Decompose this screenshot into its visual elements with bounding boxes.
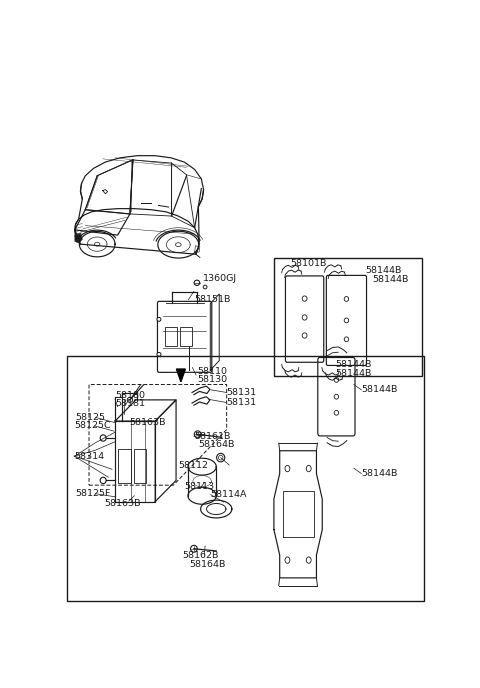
- Text: 58164B: 58164B: [198, 440, 235, 449]
- Text: 58162B: 58162B: [183, 550, 219, 559]
- Text: 58131: 58131: [227, 398, 257, 407]
- Text: 58144B: 58144B: [365, 266, 401, 275]
- Ellipse shape: [157, 317, 161, 321]
- Bar: [165, 327, 177, 346]
- Bar: [180, 327, 192, 346]
- Text: 58314: 58314: [74, 451, 104, 460]
- Ellipse shape: [191, 546, 197, 552]
- Text: 58112: 58112: [178, 460, 208, 469]
- Ellipse shape: [216, 453, 225, 462]
- Text: 58164B: 58164B: [190, 560, 226, 569]
- Text: 58114A: 58114A: [211, 491, 247, 499]
- Text: 58144B: 58144B: [335, 369, 372, 378]
- Text: 58125C: 58125C: [74, 421, 111, 431]
- Text: 58130: 58130: [197, 375, 227, 384]
- Text: 58125F: 58125F: [76, 489, 111, 498]
- Text: 58113: 58113: [185, 482, 215, 491]
- Text: 58180: 58180: [115, 391, 145, 400]
- Text: 58144B: 58144B: [361, 385, 398, 394]
- Ellipse shape: [157, 352, 161, 356]
- Ellipse shape: [218, 455, 223, 460]
- Bar: [67, 356, 424, 601]
- Text: 58151B: 58151B: [194, 295, 230, 304]
- Bar: [133, 449, 146, 482]
- Bar: [274, 258, 422, 376]
- Ellipse shape: [285, 465, 290, 472]
- Text: 58163B: 58163B: [105, 499, 141, 508]
- Ellipse shape: [285, 557, 290, 563]
- Text: 58101B: 58101B: [290, 259, 327, 268]
- Polygon shape: [75, 233, 83, 243]
- Text: 58161B: 58161B: [194, 432, 230, 441]
- Ellipse shape: [194, 431, 201, 438]
- Ellipse shape: [306, 557, 311, 563]
- Text: 1360GJ: 1360GJ: [203, 274, 237, 283]
- Text: 58144B: 58144B: [372, 275, 409, 284]
- Text: 58110: 58110: [197, 367, 227, 376]
- Text: 58144B: 58144B: [335, 360, 372, 369]
- Ellipse shape: [100, 435, 106, 441]
- Text: 58181: 58181: [115, 399, 145, 408]
- Text: 58163B: 58163B: [129, 418, 165, 427]
- Text: 58125: 58125: [75, 413, 105, 422]
- Ellipse shape: [306, 465, 311, 472]
- Text: 58131: 58131: [227, 388, 257, 397]
- Polygon shape: [177, 369, 185, 382]
- Ellipse shape: [127, 398, 132, 402]
- Ellipse shape: [100, 477, 106, 484]
- Bar: [118, 449, 131, 482]
- Text: 58144B: 58144B: [361, 469, 398, 478]
